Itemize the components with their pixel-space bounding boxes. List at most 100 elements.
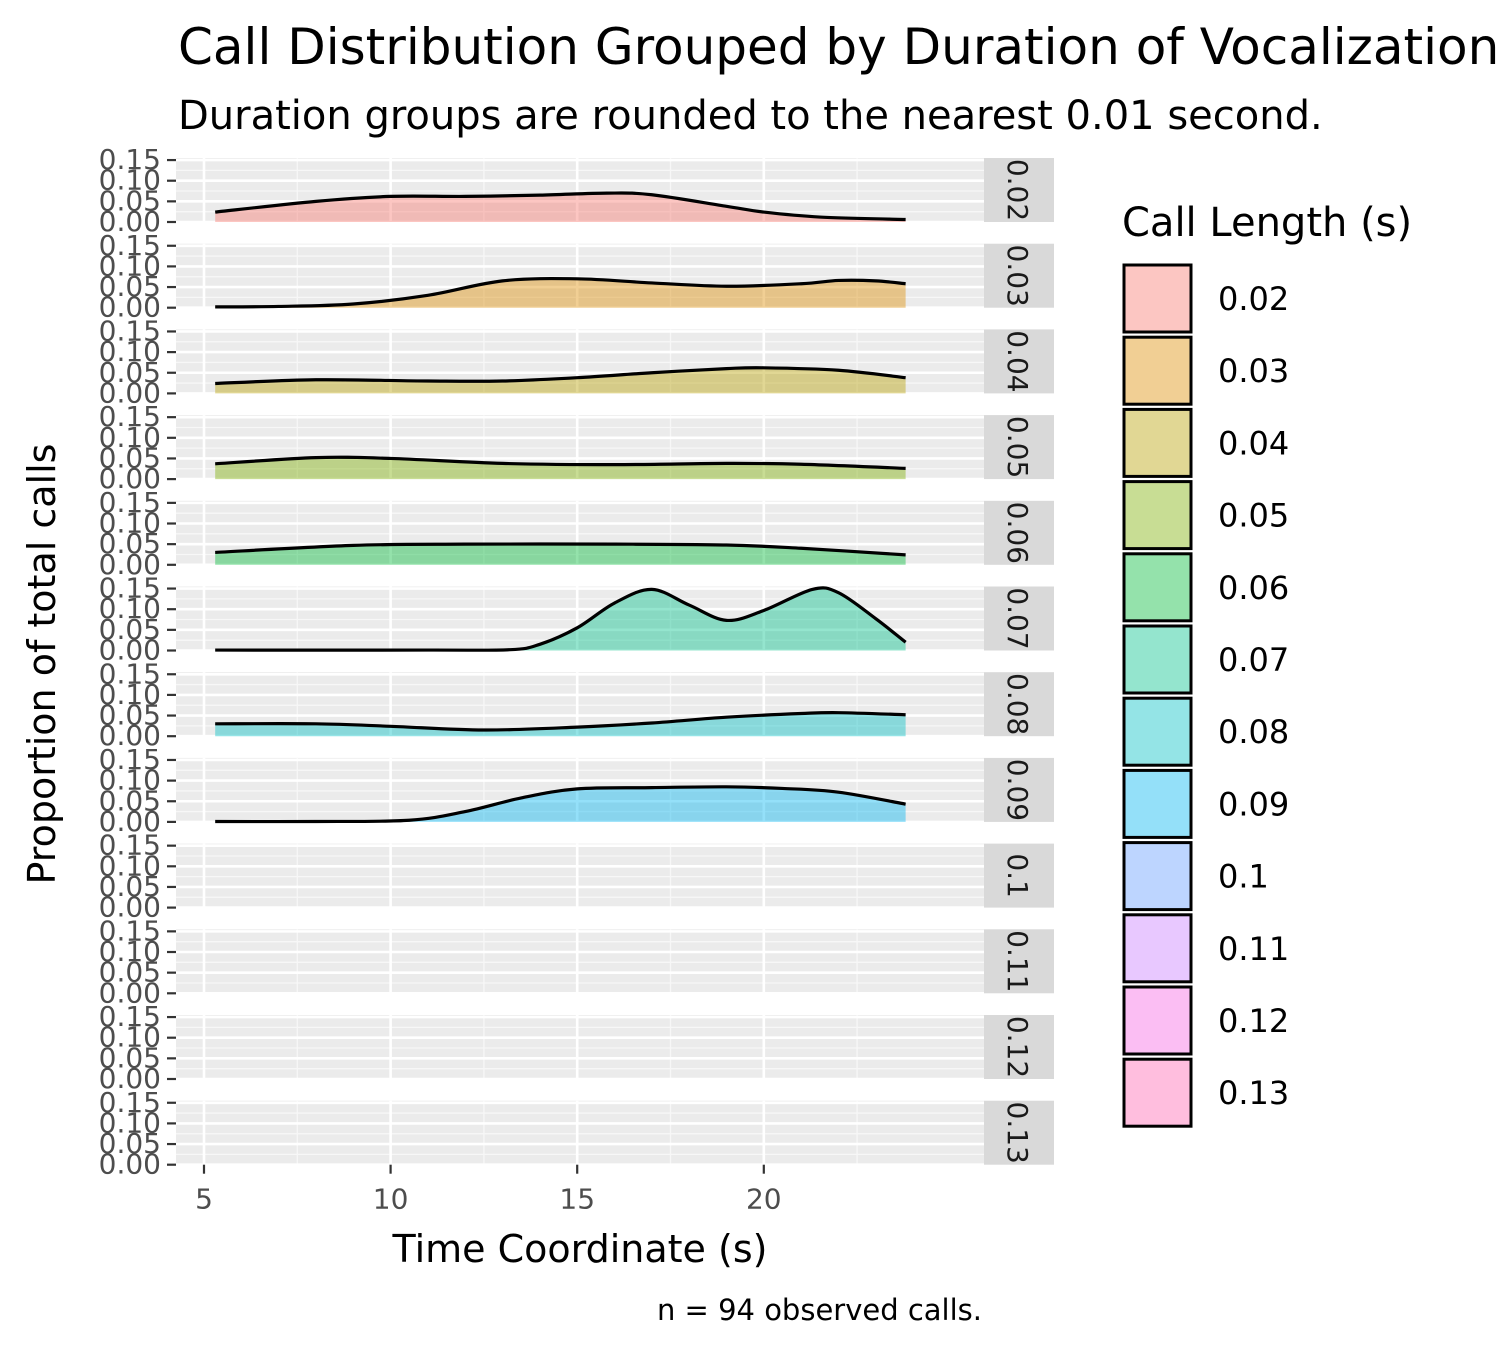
- y-tick-label: 0.15: [99, 229, 161, 262]
- y-tick-label: 0.15: [99, 829, 161, 862]
- facet-strip: [984, 757, 1054, 822]
- y-tick-label: 0.05: [99, 184, 161, 217]
- facet-strip-label: 0.04: [1001, 330, 1034, 392]
- chart-title: Call Distribution Grouped by Duration of…: [178, 18, 1499, 76]
- y-tick-label: 0.10: [99, 849, 161, 882]
- x-axis: 5 10 15 20: [195, 1164, 782, 1216]
- x-axis-title: Time Coordinate (s): [392, 1227, 768, 1271]
- facet-strip: [984, 1100, 1054, 1165]
- legend-swatch: [1122, 913, 1193, 984]
- legend-label: 0.08: [1218, 713, 1289, 751]
- legend-label: 0.09: [1218, 785, 1289, 823]
- legend-label: 0.03: [1218, 352, 1289, 390]
- facet-strip: [984, 415, 1054, 480]
- legend-swatch: [1122, 552, 1193, 623]
- legend-item-0.1: 0.1: [1122, 841, 1269, 912]
- facet-strip: [984, 929, 1054, 994]
- x-tick-label: 20: [746, 1183, 782, 1216]
- y-tick-label: 0.10: [99, 1021, 161, 1054]
- facet-strip-label: 0.09: [1001, 759, 1034, 821]
- y-tick-label: 0.10: [99, 592, 161, 625]
- facet-panel-0.07: 0.000.050.100.15 0.07: [99, 572, 1054, 667]
- density-line-0.06: [215, 542, 906, 557]
- legend-swatch: [1122, 407, 1193, 478]
- legend-label: 0.06: [1218, 569, 1289, 607]
- facet-panel-0.13: 0.000.050.100.15 0.13: [99, 1086, 1054, 1181]
- y-tick-label: 0.00: [99, 548, 161, 581]
- y-tick-label: 0.05: [99, 784, 161, 817]
- legend-label: 0.05: [1218, 497, 1289, 535]
- legend-label: 0.1: [1218, 858, 1269, 896]
- y-tick-label: 0.10: [99, 249, 161, 282]
- legend-item-0.08: 0.08: [1122, 696, 1289, 767]
- facet-panel-0.09: 0.000.050.100.15 0.09: [99, 743, 1054, 838]
- facet-strip: [984, 586, 1054, 651]
- legend-item-0.09: 0.09: [1122, 768, 1289, 839]
- density-area-0.02: [215, 193, 906, 222]
- chart-caption: n = 94 observed calls.: [657, 1293, 982, 1327]
- density-area-0.07: [215, 587, 906, 651]
- y-tick-label: 0.15: [99, 743, 161, 776]
- legend-item-0.07: 0.07: [1122, 624, 1289, 695]
- legend-label: 0.12: [1218, 1002, 1289, 1040]
- y-tick-label: 0.15: [99, 572, 161, 605]
- legend-item-0.04: 0.04: [1122, 407, 1289, 478]
- legend-title: Call Length (s): [1122, 200, 1412, 246]
- y-tick-label: 0.05: [99, 699, 161, 732]
- facet-panel-0.03: 0.000.050.100.15 0.03: [99, 229, 1054, 324]
- facet-strip-label: 0.06: [1001, 502, 1034, 564]
- facet-panel-0.05: 0.000.050.100.15 0.05: [99, 400, 1054, 495]
- y-tick-label: 0.05: [99, 613, 161, 646]
- density-area-0.05: [215, 457, 906, 480]
- y-tick-label: 0.10: [99, 1106, 161, 1139]
- density-area-0.04: [215, 367, 906, 394]
- legend-item-0.13: 0.13: [1122, 1057, 1289, 1128]
- y-tick-label: 0.15: [99, 486, 161, 519]
- y-tick-label: 0.00: [99, 1148, 161, 1181]
- legend-swatch: [1122, 335, 1193, 406]
- y-tick-label: 0.00: [99, 976, 161, 1009]
- y-tick-label: 0.00: [99, 462, 161, 495]
- facet-panels: 0.000.050.100.15 0.020.000.050.100.15 0.03…: [99, 143, 1054, 1181]
- facet-panel-0.02: 0.000.050.100.15 0.02: [99, 143, 1054, 238]
- legend-label: 0.07: [1218, 641, 1289, 679]
- legend-label: 0.11: [1218, 930, 1289, 968]
- density-line-0.09: [215, 785, 906, 824]
- facet-strip-label: 0.1: [1001, 853, 1034, 898]
- facet-strip: [984, 500, 1054, 565]
- facet-strip: [984, 843, 1054, 908]
- y-tick-label: 0.00: [99, 719, 161, 752]
- legend-label: 0.04: [1218, 424, 1289, 462]
- y-tick-label: 0.00: [99, 1062, 161, 1095]
- legend-label: 0.02: [1218, 280, 1289, 318]
- y-tick-label: 0.10: [99, 935, 161, 968]
- legend-swatch: [1122, 841, 1193, 912]
- density-line-0.08: [215, 710, 906, 732]
- facet-panel-0.1: 0.000.050.100.15 0.1: [99, 829, 1054, 924]
- y-tick-label: 0.00: [99, 634, 161, 667]
- y-tick-label: 0.05: [99, 870, 161, 903]
- facet-panel-0.06: 0.000.050.100.15 0.06: [99, 486, 1054, 581]
- facet-strip: [984, 1015, 1054, 1079]
- density-area-0.03: [215, 278, 906, 308]
- facet-strip-label: 0.02: [1001, 159, 1034, 221]
- density-area-0.06: [215, 544, 906, 565]
- density-line-0.04: [215, 366, 906, 386]
- y-tick-label: 0.10: [99, 421, 161, 454]
- x-tick-label: 10: [373, 1183, 409, 1216]
- legend-item-0.03: 0.03: [1122, 335, 1289, 406]
- y-tick-label: 0.05: [99, 956, 161, 989]
- y-tick-label: 0.15: [99, 143, 161, 176]
- y-tick-label: 0.10: [99, 164, 161, 197]
- legend-swatch: [1122, 696, 1193, 767]
- facet-panel-0.12: 0.000.050.100.15 0.12: [99, 1000, 1054, 1095]
- y-tick-label: 0.00: [99, 805, 161, 838]
- y-tick-label: 0.10: [99, 764, 161, 797]
- y-tick-label: 0.15: [99, 400, 161, 433]
- y-tick-label: 0.00: [99, 891, 161, 924]
- legend-swatch: [1122, 263, 1193, 334]
- y-tick-label: 0.05: [99, 1041, 161, 1074]
- y-tick-label: 0.05: [99, 441, 161, 474]
- density-line-0.03: [215, 276, 906, 309]
- density-line-0.02: [215, 191, 906, 222]
